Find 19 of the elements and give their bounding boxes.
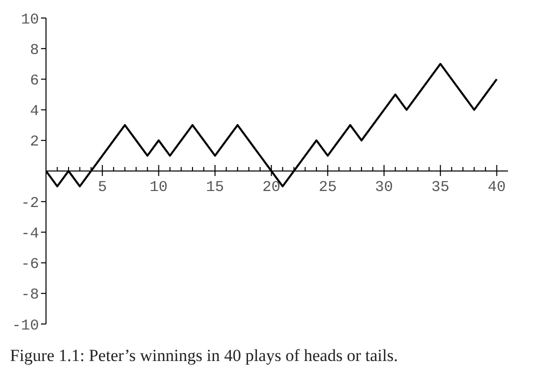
y-tick-label: 8 xyxy=(30,42,39,59)
y-tick-label: -4 xyxy=(20,226,39,243)
y-tick-label: -6 xyxy=(20,256,39,274)
caption: Figure 1.1: Peter’s winnings in 40 plays of heads or tails. xyxy=(10,346,399,366)
y-tick-label: 10 xyxy=(20,11,39,28)
x-tick-label: 35 xyxy=(431,179,450,196)
x-tick-label: 10 xyxy=(150,179,168,196)
x-tick-label: 25 xyxy=(318,179,337,196)
y-tick-label: 6 xyxy=(30,72,39,90)
x-tick-label: 20 xyxy=(262,179,280,196)
y-tick-label: -10 xyxy=(12,317,39,334)
y-tick-label: 2 xyxy=(30,134,39,151)
x-tick-label: 30 xyxy=(375,179,394,196)
x-tick-label: 5 xyxy=(98,179,107,196)
y-tick-label: -2 xyxy=(20,194,39,212)
x-tick-label: 40 xyxy=(488,179,506,196)
y-tick-label: 4 xyxy=(30,103,39,120)
x-tick-label: 15 xyxy=(206,179,224,196)
y-tick-label: -8 xyxy=(20,286,39,304)
